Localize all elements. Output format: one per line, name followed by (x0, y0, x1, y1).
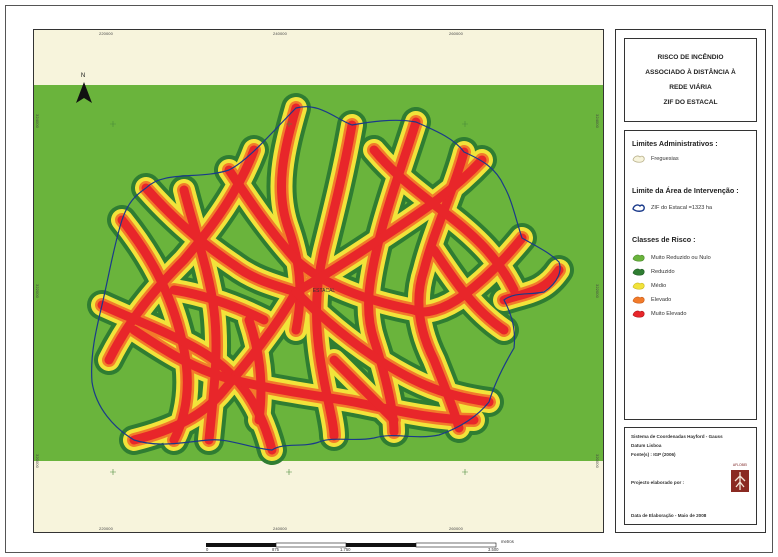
road-buffer-3-10 (291, 155, 487, 297)
road-buffer-3-9 (499, 265, 564, 305)
intervention-heading: Limite da Área de Intervenção : (632, 186, 739, 195)
road-buffer-3-14 (104, 145, 259, 365)
scale-tick-1: 875 (272, 547, 279, 552)
scale-tick-0: 0 (206, 547, 209, 552)
risk-4-label: Elevado (651, 297, 672, 303)
title-line-4: ZIF DO ESTACAL (663, 99, 718, 106)
risk-1-swatch-icon (632, 254, 645, 262)
made-by: Projecto elaborado por : (631, 480, 685, 485)
road-buffer-3-15 (369, 145, 519, 295)
road-buffer-3-18 (244, 315, 266, 425)
scale-unit: metros (501, 539, 514, 544)
bottom-tick-2: 240000 (273, 526, 287, 531)
legend-item-risk-5: Muito Elevado (632, 309, 686, 319)
info-panel: Sistema de Coordenadas Hayford - Gauss D… (624, 427, 757, 525)
risk-2-label: Reduzido (651, 269, 675, 275)
road-network (87, 93, 574, 465)
map-title: RISCO DE INCÊNDIO ASSOCIADO À DISTÂNCIA … (624, 38, 757, 122)
legend-item-risk-1: Muito Reduzido ou Nulo (632, 253, 711, 263)
intervention-item-label: ZIF do Estacal =1323 ha (651, 205, 713, 211)
map-sheet: N ESTACAL 220000 240000 260000 220000 24… (5, 5, 773, 553)
right-tick-1: 324000 (595, 114, 600, 128)
scale-tick-4: 3.500 (488, 547, 499, 552)
place-label: ESTACAL (313, 288, 336, 294)
right-tick-3: 320000 (595, 454, 600, 468)
title-line-2: ASSOCIADO À DISTÂNCIA À (645, 69, 736, 76)
legend-column: RISCO DE INCÊNDIO ASSOCIADO À DISTÂNCIA … (615, 29, 766, 533)
title-line-1: RISCO DE INCÊNDIO (657, 54, 724, 61)
bottom-tick-1: 220000 (99, 526, 113, 531)
road-buffer-3-12 (291, 287, 494, 407)
road-buffer-3-11 (129, 287, 301, 445)
map-frame: N ESTACAL (33, 29, 604, 533)
north-label: N (81, 73, 85, 79)
risk-3-swatch-icon (632, 282, 645, 290)
risk-5-label: Muito Elevado (651, 311, 687, 317)
road-buffer-3-16 (129, 325, 479, 425)
risk-heading: Classes de Risco : (632, 235, 696, 244)
legend-item-zif: ZIF do Estacal =1323 ha (632, 203, 712, 213)
top-tick-1: 220000 (99, 31, 113, 36)
admin-heading: Limites Administrativos : (632, 139, 718, 148)
right-tick-2: 322000 (595, 284, 600, 298)
sources: Fonte(s) : IGP (2006) (631, 452, 676, 457)
risk-4-swatch-icon (632, 296, 645, 304)
top-tick-3: 260000 (449, 31, 463, 36)
legend-item-freguesias: Freguesias (632, 154, 679, 164)
scale-bar: 0 875 1.750 3.500 metros (206, 539, 514, 557)
legend-item-risk-3: Médio (632, 281, 666, 291)
zif-boundary (91, 106, 561, 451)
grid-crosses (110, 121, 468, 475)
road-buffer-3-2 (141, 183, 301, 297)
left-tick-1: 324000 (35, 114, 40, 128)
road-buffer-3-19 (429, 245, 509, 335)
top-tick-2: 240000 (273, 31, 287, 36)
road-buffer-3-13 (179, 185, 221, 445)
north-arrow (76, 82, 92, 103)
admin-item-label: Freguesias (651, 156, 679, 162)
road-buffer-3-20 (169, 285, 269, 325)
scale-bar-graphic (206, 542, 497, 548)
title-line-3: REDE VIÁRIA (669, 84, 712, 91)
date: Data de Elaboração - Maio de 2008 (631, 513, 707, 518)
datum: Datum Lisboa (631, 443, 662, 448)
left-tick-2: 322000 (35, 284, 40, 298)
zif-boundary-swatch-icon (632, 204, 645, 212)
aflobei-logo-icon (731, 470, 749, 492)
bottom-tick-3: 260000 (449, 526, 463, 531)
risk-5-swatch-icon (632, 310, 645, 318)
logo-text: AFLOBEI (732, 463, 748, 467)
risk-2-swatch-icon (632, 268, 645, 276)
road-buffer-3-17 (329, 355, 399, 425)
left-tick-3: 320000 (35, 454, 40, 468)
coords-system: Sistema de Coordenadas Hayford - Gauss (631, 434, 723, 439)
map-canvas[interactable]: N ESTACAL (34, 30, 604, 533)
legend-item-risk-2: Reduzido (632, 267, 675, 277)
legend: Limites Administrativos : Freguesias Lim… (624, 130, 757, 420)
legend-item-risk-4: Elevado (632, 295, 671, 305)
risk-1-label: Muito Reduzido ou Nulo (651, 255, 711, 261)
scale-tick-2: 1.750 (340, 547, 351, 552)
freguesias-swatch-icon (632, 155, 645, 163)
risk-3-label: Médio (651, 283, 667, 289)
